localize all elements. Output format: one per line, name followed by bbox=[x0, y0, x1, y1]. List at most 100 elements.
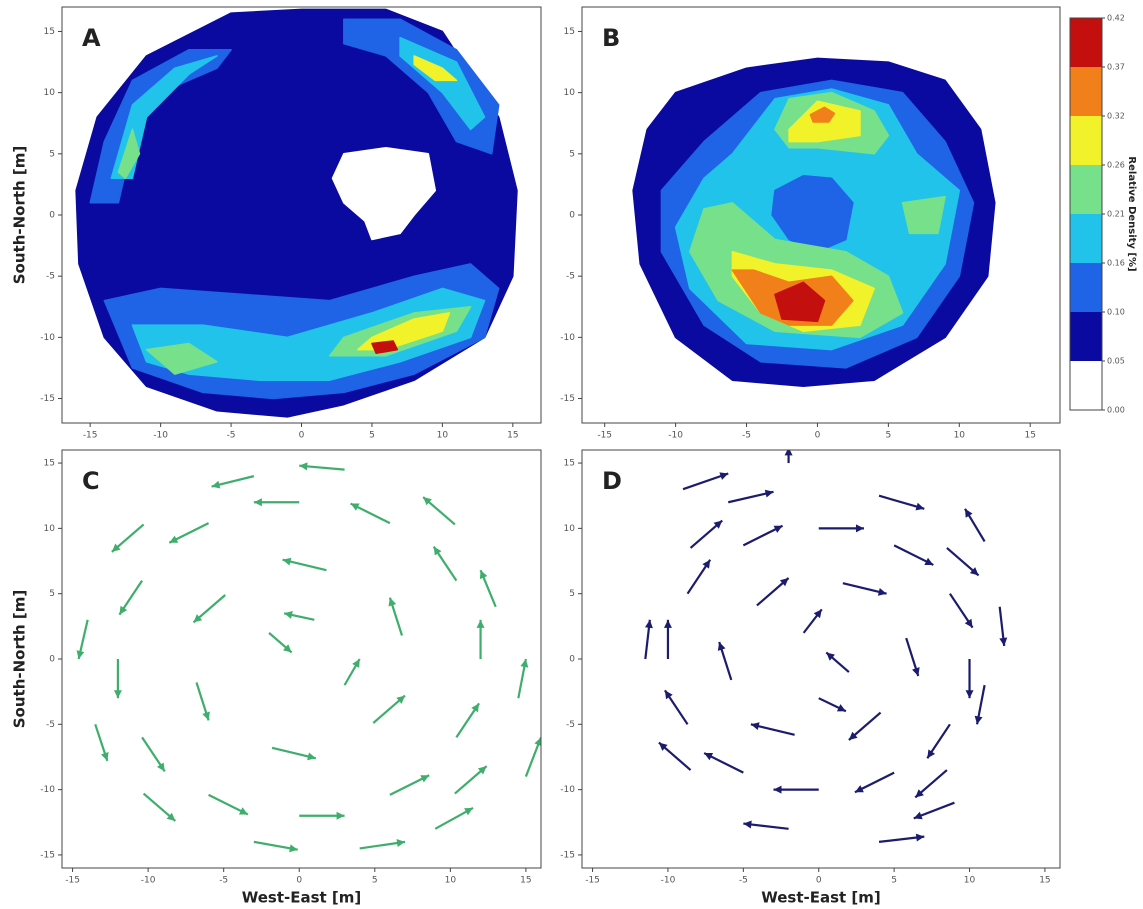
arrow bbox=[476, 619, 485, 659]
arrow bbox=[773, 785, 819, 794]
y-tick-label: 0 bbox=[49, 655, 55, 665]
colorbar-swatch bbox=[1070, 361, 1102, 410]
arrow-head bbox=[913, 811, 923, 820]
arrow-head bbox=[307, 752, 316, 761]
y-axis-label: South-North [m] bbox=[11, 146, 29, 285]
arrow-head bbox=[289, 844, 298, 853]
arrow-head bbox=[471, 703, 480, 713]
arrow bbox=[802, 608, 823, 634]
arrow-head bbox=[964, 618, 973, 628]
arrow bbox=[111, 523, 145, 553]
x-tick-label: 5 bbox=[891, 876, 897, 886]
arrow bbox=[299, 811, 345, 820]
arrow bbox=[689, 519, 723, 549]
arrow bbox=[842, 582, 887, 596]
arrow-head bbox=[477, 766, 487, 775]
arrow-head bbox=[282, 557, 292, 566]
arrow-head bbox=[663, 619, 672, 628]
y-tick-label: -15 bbox=[40, 850, 55, 860]
arrow-head bbox=[202, 711, 210, 721]
arrow bbox=[208, 793, 249, 816]
arrow bbox=[893, 544, 934, 566]
arrow bbox=[195, 682, 210, 721]
y-tick-label: -5 bbox=[46, 272, 55, 282]
y-tick-label: 10 bbox=[564, 88, 576, 98]
arrow-head bbox=[717, 642, 726, 651]
arrow-head bbox=[396, 839, 406, 847]
arrow bbox=[926, 723, 951, 759]
plot-area bbox=[644, 450, 1008, 843]
arrow-head bbox=[927, 749, 936, 759]
x-tick-label: 0 bbox=[296, 876, 302, 886]
colorbar-label: Relative Density [%] bbox=[1126, 156, 1137, 271]
y-tick-label: -5 bbox=[566, 272, 575, 282]
arrow-head bbox=[719, 472, 729, 480]
colorbar-swatch bbox=[1070, 165, 1102, 214]
y-tick-label: 10 bbox=[564, 524, 576, 534]
contour-region bbox=[771, 175, 854, 253]
x-tick-label: 10 bbox=[954, 431, 966, 441]
arrow-head bbox=[773, 785, 782, 794]
arrow bbox=[359, 839, 406, 850]
arrow bbox=[703, 752, 744, 774]
arrow bbox=[756, 577, 790, 607]
arrow-head bbox=[915, 502, 925, 511]
x-tick-label: 0 bbox=[815, 431, 821, 441]
x-tick-label: 10 bbox=[445, 876, 457, 886]
arrow bbox=[282, 557, 327, 572]
y-tick-label: 15 bbox=[564, 459, 575, 469]
arrow bbox=[517, 658, 529, 699]
contour-region bbox=[117, 128, 141, 180]
contour-region bbox=[331, 146, 437, 241]
arrow bbox=[946, 547, 980, 577]
arrow-head bbox=[396, 695, 406, 704]
arrow-head bbox=[423, 497, 432, 506]
plot-area bbox=[75, 8, 518, 418]
x-tick-label: 15 bbox=[520, 876, 531, 886]
y-tick-label: -10 bbox=[560, 785, 575, 795]
contour-region bbox=[413, 55, 458, 82]
x-tick-label: -15 bbox=[65, 876, 80, 886]
colorbar-swatch bbox=[1070, 263, 1102, 312]
arrow bbox=[644, 619, 653, 660]
x-tick-label: -10 bbox=[153, 431, 168, 441]
arrow-head bbox=[915, 833, 925, 842]
arrow bbox=[422, 496, 456, 526]
arrow-head bbox=[826, 652, 835, 661]
arrow bbox=[914, 769, 948, 799]
arrow bbox=[350, 502, 391, 525]
arrow-head bbox=[253, 498, 262, 507]
contour-region bbox=[145, 342, 218, 375]
contour-region bbox=[901, 195, 946, 235]
arrow-head bbox=[713, 520, 723, 529]
arrow bbox=[141, 736, 166, 772]
arrow-head bbox=[664, 690, 673, 700]
arrow-head bbox=[702, 559, 711, 569]
contour-region bbox=[371, 340, 399, 355]
arrow-head bbox=[479, 570, 488, 580]
y-tick-label: -5 bbox=[46, 720, 55, 730]
arrow bbox=[211, 475, 255, 489]
x-tick-label: -15 bbox=[83, 431, 98, 441]
arrow-head bbox=[836, 704, 846, 712]
arrow bbox=[878, 833, 925, 843]
arrow bbox=[998, 606, 1008, 647]
panel-label: B bbox=[602, 24, 620, 52]
arrow-head bbox=[433, 546, 442, 556]
arrow bbox=[113, 659, 122, 699]
arrow bbox=[878, 494, 925, 511]
arrow-head bbox=[965, 508, 973, 518]
arrow bbox=[949, 593, 974, 629]
arrow-head bbox=[764, 489, 774, 498]
arrow bbox=[818, 524, 864, 533]
arrow-head bbox=[238, 807, 248, 815]
y-tick-label: 0 bbox=[569, 211, 575, 221]
colorbar-swatch bbox=[1070, 312, 1102, 361]
contour-region bbox=[343, 18, 500, 155]
arrow-head bbox=[420, 775, 430, 783]
arrow bbox=[717, 641, 733, 681]
arrow-head bbox=[912, 667, 920, 676]
arrow-head bbox=[476, 619, 485, 628]
arrow-head bbox=[169, 535, 179, 543]
arrow-head bbox=[644, 619, 653, 629]
